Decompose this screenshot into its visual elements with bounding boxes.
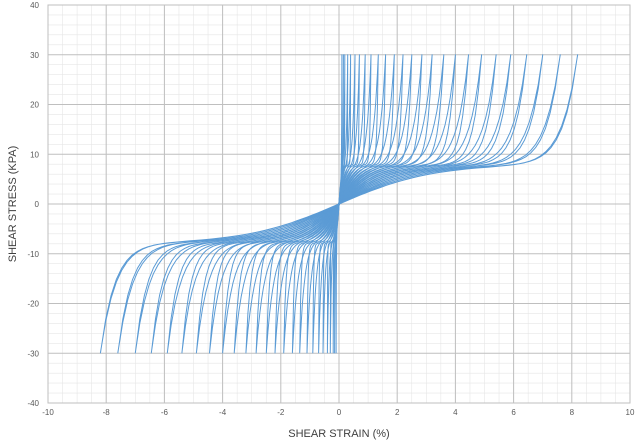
x-tick-label: -10: [42, 408, 54, 417]
x-tick-label: -4: [219, 408, 227, 417]
x-tick-label: 4: [453, 408, 458, 417]
x-tick-label: 8: [570, 408, 575, 417]
hysteresis-loop: [150, 54, 528, 354]
hysteresis-loop: [195, 54, 483, 354]
hysteresis-loop: [134, 54, 544, 354]
y-tick-label: 30: [30, 51, 39, 60]
hysteresis-loop: [283, 54, 395, 354]
hysteresis-loop: [255, 54, 423, 354]
x-tick-label: 10: [626, 408, 635, 417]
hysteresis-loop: [299, 54, 379, 354]
series-layer: [99, 54, 579, 354]
hysteresis-loop: [291, 54, 387, 354]
x-tick-label: -8: [103, 408, 111, 417]
hysteresis-loop: [265, 54, 413, 354]
hysteresis-loop: [99, 54, 579, 354]
y-axis-title: SHEAR STRESS (KPA): [7, 146, 19, 263]
hysteresis-loop: [326, 54, 352, 354]
hysteresis-loop: [222, 54, 456, 354]
hysteresis-loop: [166, 54, 512, 354]
y-tick-label: 0: [35, 200, 40, 209]
y-tick-label: 10: [30, 150, 39, 159]
hysteresis-loop: [209, 54, 469, 354]
hysteresis-loop: [312, 54, 366, 354]
x-tick-labels: -10 -8 -6 -4 -2 0 2 4 6 8 10: [42, 408, 635, 417]
x-tick-label: -2: [277, 408, 285, 417]
hysteresis-loop: [245, 54, 433, 354]
hysteresis-loop: [181, 54, 497, 354]
hysteresis-loop: [274, 54, 404, 354]
x-tick-label: 6: [511, 408, 516, 417]
y-tick-label: -40: [27, 399, 39, 408]
x-tick-label: 2: [395, 408, 400, 417]
y-tick-label: -20: [27, 300, 39, 309]
x-axis-title: SHEAR STRAIN (%): [288, 428, 389, 440]
plot-frame: [47, 4, 631, 404]
hysteresis-loop: [318, 54, 360, 354]
y-tick-label: 40: [30, 1, 39, 10]
hysteresis-loop: [117, 54, 561, 354]
y-tick-labels: -40 -30 -20 -10 0 10 20 30 40: [27, 1, 39, 408]
y-tick-label: 20: [30, 101, 39, 110]
hysteresis-loop: [322, 54, 356, 354]
y-tick-label: -30: [27, 349, 39, 358]
x-tick-label: -6: [161, 408, 169, 417]
x-tick-label: 0: [337, 408, 342, 417]
hysteresis-loop: [306, 54, 372, 354]
y-tick-label: -10: [27, 250, 39, 259]
hysteresis-loop: [233, 54, 445, 354]
